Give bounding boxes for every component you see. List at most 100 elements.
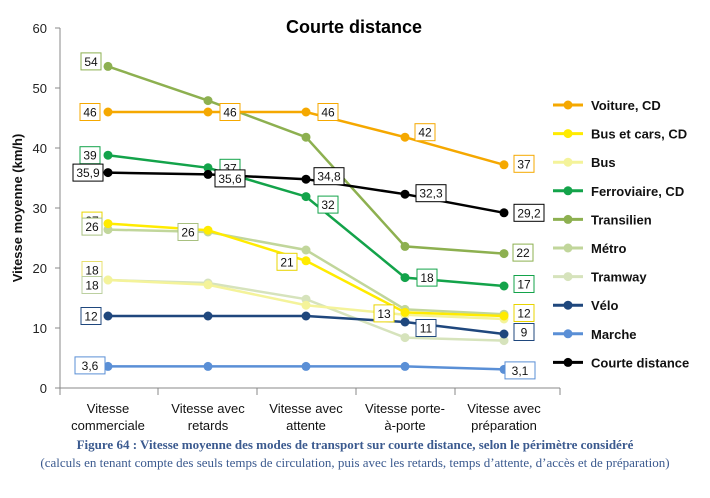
figure-caption-subtitle: (calculs en tenant compte des seuls temp… bbox=[40, 455, 670, 470]
data-label-box bbox=[513, 275, 535, 293]
data-point bbox=[301, 361, 311, 371]
data-label-box bbox=[276, 252, 298, 271]
data-label: 54 bbox=[84, 55, 98, 69]
line-chart: Courte distance 0 10 20 30 40 50 60 Vitesse moye… bbox=[10, 17, 689, 433]
data-label: 22 bbox=[516, 246, 530, 260]
x-tick-label: Vitesse avec bbox=[171, 401, 245, 416]
data-point bbox=[103, 107, 113, 117]
x-tick-label: préparation bbox=[471, 418, 537, 433]
data-label-box bbox=[513, 203, 545, 222]
y-tick-label: 0 bbox=[40, 381, 47, 396]
data-label: 18 bbox=[85, 264, 99, 278]
data-point bbox=[301, 245, 311, 255]
data-point bbox=[203, 163, 213, 173]
data-label: 46 bbox=[83, 106, 97, 120]
data-label: 9 bbox=[521, 326, 528, 340]
data-point bbox=[103, 219, 113, 229]
data-label-box bbox=[313, 167, 345, 186]
data-point bbox=[203, 225, 213, 235]
data-point bbox=[103, 361, 113, 371]
data-label-box bbox=[72, 163, 104, 182]
data-label-box bbox=[317, 195, 339, 214]
legend-label: Métro bbox=[591, 241, 626, 256]
data-point bbox=[499, 249, 509, 259]
data-label: 26 bbox=[85, 220, 99, 234]
data-point bbox=[301, 311, 311, 321]
data-label-box bbox=[513, 323, 535, 341]
data-label: 29,2 bbox=[517, 206, 541, 220]
data-point bbox=[301, 107, 311, 117]
legend-label: Voiture, CD bbox=[591, 98, 661, 113]
data-point bbox=[203, 96, 213, 106]
y-tick-label: 30 bbox=[33, 201, 47, 216]
data-label-box bbox=[373, 304, 395, 323]
data-label: 17 bbox=[517, 278, 531, 292]
data-point bbox=[301, 192, 311, 202]
y-axis-title: Vitesse moyenne (km/h) bbox=[10, 134, 25, 283]
data-label-box bbox=[80, 52, 102, 71]
data-point bbox=[499, 336, 509, 346]
data-label: 46 bbox=[223, 106, 237, 120]
legend-label: Tramway bbox=[591, 270, 647, 285]
series-0 bbox=[103, 107, 509, 170]
data-point bbox=[203, 169, 213, 179]
legend-label: Vélo bbox=[591, 298, 619, 313]
series-line bbox=[107, 65, 505, 255]
data-point bbox=[400, 241, 410, 251]
data-point bbox=[400, 189, 410, 199]
y-tick-label: 50 bbox=[33, 81, 47, 96]
data-label-box bbox=[81, 276, 103, 294]
data-label-box bbox=[512, 243, 534, 262]
x-tick-label: Vitesse porte- bbox=[365, 401, 445, 416]
legend-label: Transilien bbox=[591, 212, 652, 227]
data-point bbox=[203, 361, 213, 371]
data-label: 3,6 bbox=[82, 359, 99, 373]
data-label-box bbox=[177, 223, 199, 241]
legend-swatch-marker bbox=[563, 357, 573, 367]
data-point bbox=[400, 333, 410, 343]
data-label-box bbox=[219, 103, 241, 121]
data-label: 35,9 bbox=[76, 166, 100, 180]
x-tick-label: commerciale bbox=[71, 418, 145, 433]
legend-item: Courte distance bbox=[553, 355, 689, 370]
x-tick-label: Vitesse avec bbox=[269, 401, 343, 416]
legend-swatch-marker bbox=[563, 300, 573, 310]
data-label: 46 bbox=[321, 106, 335, 120]
data-label: 12 bbox=[84, 310, 98, 324]
data-point bbox=[103, 168, 113, 178]
data-label: 39 bbox=[83, 149, 97, 163]
legend-swatch-marker bbox=[563, 100, 573, 110]
data-label-box bbox=[81, 217, 103, 236]
data-label-box bbox=[416, 268, 438, 287]
y-tick-label: 60 bbox=[33, 21, 47, 36]
series-3 bbox=[103, 150, 509, 291]
series-1 bbox=[103, 219, 509, 321]
legend-label: Marche bbox=[591, 327, 637, 342]
legend-swatch-marker bbox=[563, 329, 573, 339]
legend-label: Bus et cars, CD bbox=[591, 127, 687, 142]
x-tick-label: retards bbox=[188, 418, 229, 433]
data-point bbox=[103, 61, 113, 71]
legend-item: Transilien bbox=[553, 212, 652, 227]
data-label: 21 bbox=[280, 255, 294, 269]
data-label: 34,8 bbox=[317, 170, 341, 184]
legend-swatch-marker bbox=[563, 186, 573, 196]
series-4 bbox=[103, 61, 509, 259]
legend-item: Ferroviaire, CD bbox=[553, 184, 684, 199]
data-point bbox=[400, 317, 410, 327]
data-label: 26 bbox=[181, 226, 195, 240]
data-label-box bbox=[79, 103, 101, 121]
legend-item: Marche bbox=[553, 327, 637, 342]
data-point bbox=[499, 311, 509, 321]
x-tick-label: à-porte bbox=[384, 418, 425, 433]
data-label-box bbox=[504, 361, 536, 380]
data-point bbox=[400, 307, 410, 317]
data-label: 18 bbox=[85, 279, 99, 293]
data-label-box bbox=[80, 307, 102, 325]
data-label: 37 bbox=[517, 157, 531, 171]
legend-swatch-marker bbox=[563, 214, 573, 224]
data-label-box bbox=[214, 169, 246, 188]
data-point bbox=[499, 160, 509, 170]
data-label: 35,6 bbox=[218, 172, 242, 186]
